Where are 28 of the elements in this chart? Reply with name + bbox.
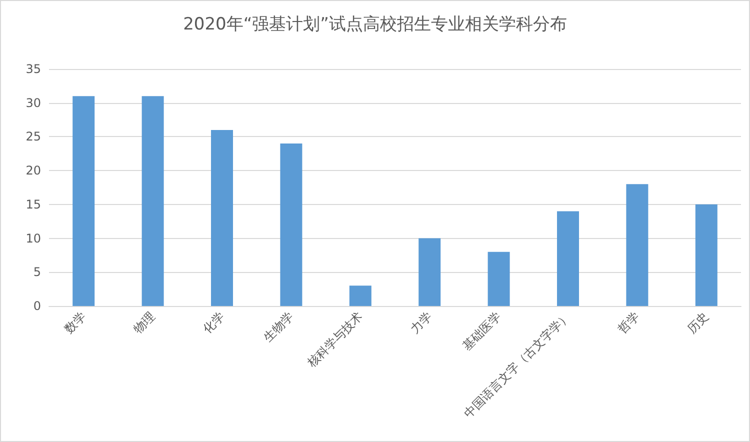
bar xyxy=(349,286,372,306)
x-tick-label: 物理 xyxy=(130,309,158,336)
x-tick-label: 历史 xyxy=(684,309,712,336)
bar xyxy=(280,143,302,306)
bar xyxy=(72,96,95,306)
x-tick-label: 力学 xyxy=(408,309,435,336)
bar xyxy=(626,184,648,306)
x-tick-label: 核科学与技术 xyxy=(304,309,366,371)
x-tick-label: 哲学 xyxy=(615,309,642,336)
y-tick-label: 35 xyxy=(26,62,41,76)
chart-title: 2020年“强基计划”试点高校招生专业相关学科分布 xyxy=(183,14,567,34)
y-tick-label: 30 xyxy=(26,96,41,110)
x-tick-label: 基础医学 xyxy=(460,309,504,353)
x-tick-label: 化学 xyxy=(200,309,227,336)
bar xyxy=(142,96,164,306)
y-tick-label: 20 xyxy=(26,164,41,178)
y-tick-label: 0 xyxy=(33,299,41,313)
bar xyxy=(211,130,233,306)
bar xyxy=(695,204,718,306)
y-tick-label: 15 xyxy=(26,197,41,212)
y-tick-label: 5 xyxy=(33,265,41,280)
bar xyxy=(418,238,441,306)
x-tick-label: 数学 xyxy=(62,309,89,336)
x-tick-label: 生物学 xyxy=(260,309,296,344)
bar xyxy=(557,211,579,306)
bar xyxy=(488,252,510,306)
y-tick-label: 10 xyxy=(26,231,41,246)
y-tick-label: 25 xyxy=(26,130,41,144)
